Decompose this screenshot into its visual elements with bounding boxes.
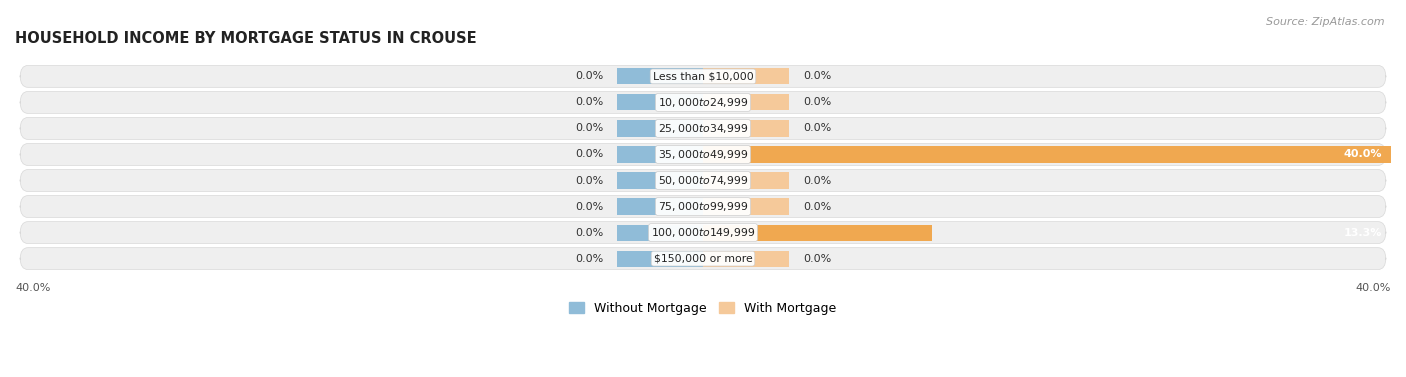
Bar [617,146,703,162]
Text: $75,000 to $99,999: $75,000 to $99,999 [658,200,748,213]
Text: 40.0%: 40.0% [1355,284,1391,293]
Bar [703,120,789,136]
Text: 0.0%: 0.0% [803,123,831,133]
FancyBboxPatch shape [20,66,1386,87]
Text: $25,000 to $34,999: $25,000 to $34,999 [658,122,748,135]
Bar [703,172,789,188]
Text: 0.0%: 0.0% [575,254,603,264]
Bar [617,225,703,241]
FancyBboxPatch shape [20,248,1386,270]
Bar [617,198,703,215]
Bar [617,68,703,84]
Text: 0.0%: 0.0% [575,97,603,107]
Text: 0.0%: 0.0% [803,71,831,81]
Bar [617,172,703,188]
Text: Source: ZipAtlas.com: Source: ZipAtlas.com [1267,17,1385,27]
Bar [617,120,703,136]
Text: 40.0%: 40.0% [1344,150,1382,159]
FancyBboxPatch shape [20,144,1386,166]
Text: $35,000 to $49,999: $35,000 to $49,999 [658,148,748,161]
Text: 0.0%: 0.0% [575,71,603,81]
FancyBboxPatch shape [20,92,1386,113]
Text: 0.0%: 0.0% [803,254,831,264]
Bar [703,146,1391,162]
FancyBboxPatch shape [20,222,1386,244]
Bar [703,251,789,267]
Bar [617,94,703,110]
Text: 0.0%: 0.0% [803,202,831,211]
Text: 40.0%: 40.0% [15,284,51,293]
Text: 0.0%: 0.0% [575,202,603,211]
Legend: Without Mortgage, With Mortgage: Without Mortgage, With Mortgage [569,302,837,315]
Text: 0.0%: 0.0% [575,176,603,185]
Text: HOUSEHOLD INCOME BY MORTGAGE STATUS IN CROUSE: HOUSEHOLD INCOME BY MORTGAGE STATUS IN C… [15,31,477,46]
Text: 13.3%: 13.3% [1344,228,1382,238]
Text: $150,000 or more: $150,000 or more [654,254,752,264]
Text: 0.0%: 0.0% [575,150,603,159]
Bar [703,198,789,215]
Bar [703,94,789,110]
FancyBboxPatch shape [20,170,1386,192]
Bar [703,68,789,84]
Text: Less than $10,000: Less than $10,000 [652,71,754,81]
Text: 0.0%: 0.0% [803,176,831,185]
FancyBboxPatch shape [20,118,1386,139]
Bar [703,225,932,241]
Text: $10,000 to $24,999: $10,000 to $24,999 [658,96,748,109]
FancyBboxPatch shape [20,196,1386,218]
Text: $50,000 to $74,999: $50,000 to $74,999 [658,174,748,187]
Text: 0.0%: 0.0% [575,123,603,133]
Text: 0.0%: 0.0% [803,97,831,107]
Bar [617,251,703,267]
Text: $100,000 to $149,999: $100,000 to $149,999 [651,226,755,239]
Text: 0.0%: 0.0% [575,228,603,238]
